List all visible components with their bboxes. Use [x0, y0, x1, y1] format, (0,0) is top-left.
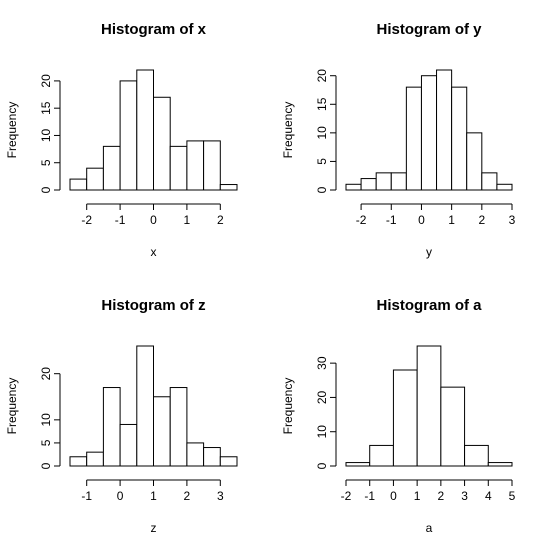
histogram-bar	[416, 345, 442, 467]
histogram-bar	[69, 456, 88, 467]
histogram-bar	[390, 172, 407, 191]
histogram-bar	[86, 167, 104, 191]
y-tick-label: 20	[39, 367, 53, 381]
x-tick-label: 0	[418, 213, 425, 227]
y-tick-label: 5	[39, 439, 53, 446]
y-axis-label: Frequency	[5, 378, 19, 435]
y-tick-label: 20	[39, 74, 53, 88]
x-axis-label: y	[426, 245, 432, 259]
x-tick-label: 2	[438, 489, 445, 503]
chart-title: Histogram of x	[101, 21, 207, 38]
x-tick-label: 3	[509, 213, 516, 227]
y-axis-label: Frequency	[281, 378, 295, 435]
y-axis-label: Frequency	[5, 102, 19, 159]
y-tick-label: 30	[315, 356, 329, 370]
y-tick-label: 10	[315, 425, 329, 439]
x-tick-label: -1	[115, 213, 126, 227]
histogram-bar	[186, 140, 205, 191]
histogram-bar	[69, 178, 88, 191]
x-tick-label: 4	[485, 489, 492, 503]
histogram-bar	[496, 183, 513, 191]
x-tick-label: 2	[478, 213, 485, 227]
x-tick-label: 3	[461, 489, 468, 503]
histogram-bar	[392, 369, 418, 467]
histogram-bar	[102, 387, 121, 467]
x-tick-label: -2	[81, 213, 92, 227]
x-tick-label: 1	[150, 489, 157, 503]
histogram-bar	[102, 145, 121, 191]
histogram-bar	[464, 444, 489, 467]
histogram-bar	[219, 184, 238, 191]
x-tick-label: -1	[81, 489, 92, 503]
histogram-bar	[375, 172, 392, 191]
histogram-bar	[345, 183, 362, 191]
y-axis-label: Frequency	[281, 102, 295, 159]
chart-panel-2: Histogram of y -2 -1 0 1 2 3 0 5 10 15 20 y Frequency	[281, 21, 516, 259]
histogram-bar	[487, 462, 513, 467]
x-tick-label: -2	[356, 213, 367, 227]
chart-title: Histogram of a	[376, 297, 482, 314]
x-tick-label: 0	[117, 489, 124, 503]
histogram-bar	[169, 145, 188, 191]
histogram-bar	[451, 86, 468, 191]
x-tick-label: 5	[509, 489, 516, 503]
x-tick-label: 1	[414, 489, 421, 503]
x-tick-label: 2	[184, 489, 191, 503]
histogram-bar	[369, 444, 394, 467]
histogram-bar	[481, 172, 498, 191]
x-tick-label: -2	[341, 489, 352, 503]
histogram-bar	[420, 75, 438, 191]
x-tick-label: 1	[448, 213, 455, 227]
y-tick-label: 5	[315, 158, 329, 165]
x-tick-label: 1	[184, 213, 191, 227]
y-tick-label: 10	[315, 126, 329, 140]
histogram-bar	[136, 69, 155, 191]
chart-panel-4: Histogram of a -2 -1 0 1 2 3 4 5 0 10 20 30 a Frequenc…	[281, 297, 516, 535]
chart-title: Histogram of y	[376, 21, 482, 38]
histogram-bar	[219, 456, 238, 467]
x-tick-label: 0	[150, 213, 157, 227]
histogram-bar	[345, 462, 371, 467]
histogram-bar	[136, 345, 155, 467]
x-tick-label: -1	[386, 213, 397, 227]
y-tick-label: 0	[315, 462, 329, 469]
histogram-bar	[360, 178, 377, 191]
histogram-bar	[466, 132, 483, 191]
y-tick-label: 20	[315, 390, 329, 404]
histogram-bar	[86, 451, 104, 467]
x-tick-label: 2	[217, 213, 224, 227]
histogram-bar	[153, 96, 171, 191]
x-tick-label: 0	[390, 489, 397, 503]
histogram-bar	[119, 80, 138, 191]
y-tick-label: 10	[39, 413, 53, 427]
histogram-bar	[405, 86, 422, 191]
histogram-bar	[203, 447, 221, 467]
y-tick-label: 15	[39, 101, 53, 115]
histogram-bar	[186, 442, 205, 467]
histogram-bar	[169, 387, 188, 467]
y-tick-label: 15	[315, 97, 329, 111]
x-tick-label: -1	[364, 489, 375, 503]
y-tick-label: 5	[39, 159, 53, 166]
histogram-bar	[436, 69, 453, 191]
y-tick-label: 20	[315, 69, 329, 83]
histogram-bar	[440, 386, 466, 467]
x-axis-label: x	[151, 245, 157, 259]
histogram-bar	[203, 140, 221, 191]
x-tick-label: 3	[217, 489, 224, 503]
y-tick-label: 0	[39, 186, 53, 193]
chart-title: Histogram of z	[101, 297, 205, 314]
y-tick-label: 10	[39, 128, 53, 142]
y-tick-label: 0	[39, 462, 53, 469]
x-axis-label: a	[426, 521, 433, 535]
x-axis-label: z	[151, 521, 157, 535]
histogram-bar	[153, 396, 171, 467]
y-tick-label: 0	[315, 186, 329, 193]
histogram-bar	[119, 423, 138, 467]
chart-panel-3: Histogram of z -1 0 1 2 3 0 5 10 20 z Frequency	[5, 297, 238, 535]
